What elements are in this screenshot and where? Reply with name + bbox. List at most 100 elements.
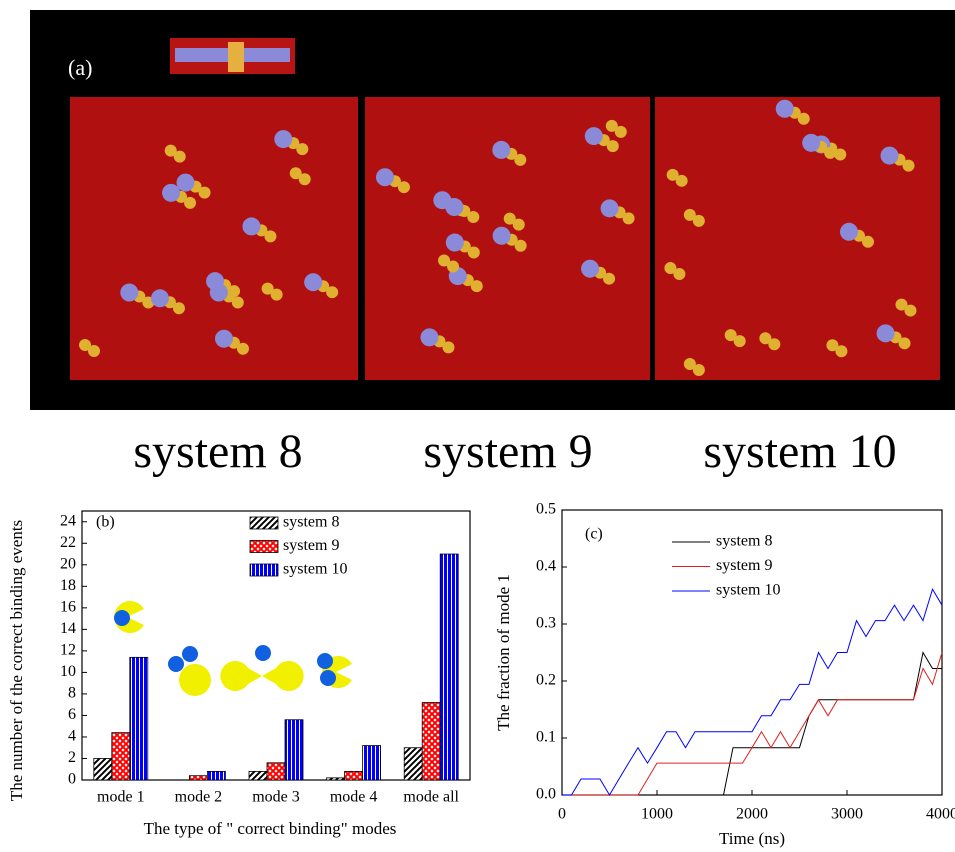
receptor	[876, 324, 895, 343]
y-tick-label: 22	[60, 534, 76, 551]
icon	[320, 670, 336, 686]
icon	[179, 664, 211, 696]
ligand	[768, 338, 781, 351]
legend-label: system 10	[716, 582, 780, 599]
bar	[326, 777, 346, 781]
bar	[266, 762, 286, 781]
receptor	[445, 198, 464, 217]
y-tick-label: 24	[60, 512, 76, 529]
icon	[168, 656, 184, 672]
legend-label: system 8	[283, 514, 339, 531]
icon	[220, 661, 304, 691]
ligand	[442, 341, 455, 354]
ligand	[835, 345, 848, 358]
receptor	[274, 130, 293, 149]
panel-label: (b)	[96, 514, 115, 531]
ligand	[296, 143, 309, 156]
ligand	[164, 144, 177, 157]
ligand	[666, 168, 679, 181]
ligand	[861, 235, 874, 248]
caption: system 8	[133, 425, 302, 478]
legend-label: system 10	[283, 561, 347, 578]
ligand	[88, 344, 101, 357]
ligand	[797, 112, 810, 125]
line	[562, 652, 943, 796]
ligand	[902, 159, 915, 172]
receptor	[420, 328, 439, 347]
caption: system 9	[423, 425, 592, 478]
ligand	[298, 173, 311, 186]
x-tick-label: mode all	[403, 789, 459, 806]
y-tick-label: 16	[60, 599, 76, 616]
receptor	[150, 289, 169, 308]
y-tick-label: 0	[68, 771, 76, 788]
ligand	[683, 358, 696, 371]
bar	[439, 553, 459, 781]
y-tick-label: 0.2	[536, 672, 556, 689]
ligand	[467, 246, 480, 259]
ligand	[664, 262, 677, 275]
y-tick-label: 0.5	[536, 501, 556, 518]
ligand	[397, 181, 410, 194]
ligand	[514, 239, 527, 252]
y-tick-label: 0.0	[536, 786, 556, 803]
x-tick-label: mode 2	[175, 789, 223, 806]
x-tick-label: mode 4	[330, 789, 378, 806]
x-axis-label: The type of " correct binding" modes	[144, 819, 397, 838]
ligand	[236, 342, 249, 355]
y-tick-label: 0.3	[536, 615, 556, 632]
y-axis-label: The fraction of mode 1	[494, 574, 513, 731]
receptor	[839, 222, 858, 241]
ligand	[724, 329, 737, 342]
ligand	[895, 298, 908, 311]
ligand	[326, 286, 339, 299]
ligand	[606, 140, 619, 153]
ligand	[198, 186, 211, 199]
x-tick-label: mode 1	[97, 789, 145, 806]
ligand	[622, 212, 635, 225]
legend-swatch	[249, 540, 279, 553]
bar	[188, 775, 208, 781]
ligand	[904, 304, 917, 317]
ligand	[759, 332, 772, 345]
x-tick-label: 0	[558, 806, 566, 823]
x-tick-label: 3000	[831, 806, 863, 823]
ligand	[231, 296, 244, 309]
receptor	[600, 199, 619, 218]
receptor	[375, 168, 394, 187]
line	[562, 588, 943, 796]
x-tick-label: 1000	[641, 806, 673, 823]
y-tick-label: 0.4	[536, 558, 556, 575]
ligand	[605, 119, 618, 132]
ligand	[289, 167, 302, 180]
bar	[421, 702, 441, 781]
icon	[182, 646, 198, 662]
legend-label: system 9	[716, 557, 772, 574]
bar	[403, 747, 423, 781]
receptor	[304, 273, 323, 292]
bar	[362, 745, 382, 781]
ligand	[270, 288, 283, 301]
ligand	[692, 364, 705, 377]
receptor	[775, 99, 794, 118]
ligand	[673, 268, 686, 281]
x-tick-label: 4000	[926, 806, 955, 823]
line	[562, 651, 942, 796]
icon	[255, 645, 271, 661]
x-tick-label: 2000	[736, 806, 768, 823]
receptor	[445, 233, 464, 252]
ligand	[898, 337, 911, 350]
y-tick-label: 8	[68, 685, 76, 702]
panel-label: (c)	[585, 526, 603, 543]
y-tick-label: 2	[68, 749, 76, 766]
y-tick-label: 10	[60, 663, 76, 680]
ligand	[172, 302, 185, 315]
receptor	[120, 283, 139, 302]
ligand	[603, 272, 616, 285]
receptor	[492, 140, 511, 159]
y-tick-label: 20	[60, 555, 76, 572]
binding-icons	[114, 601, 352, 696]
y-axis-label: The number of the correct binding events	[7, 520, 26, 801]
ligand	[467, 211, 480, 224]
